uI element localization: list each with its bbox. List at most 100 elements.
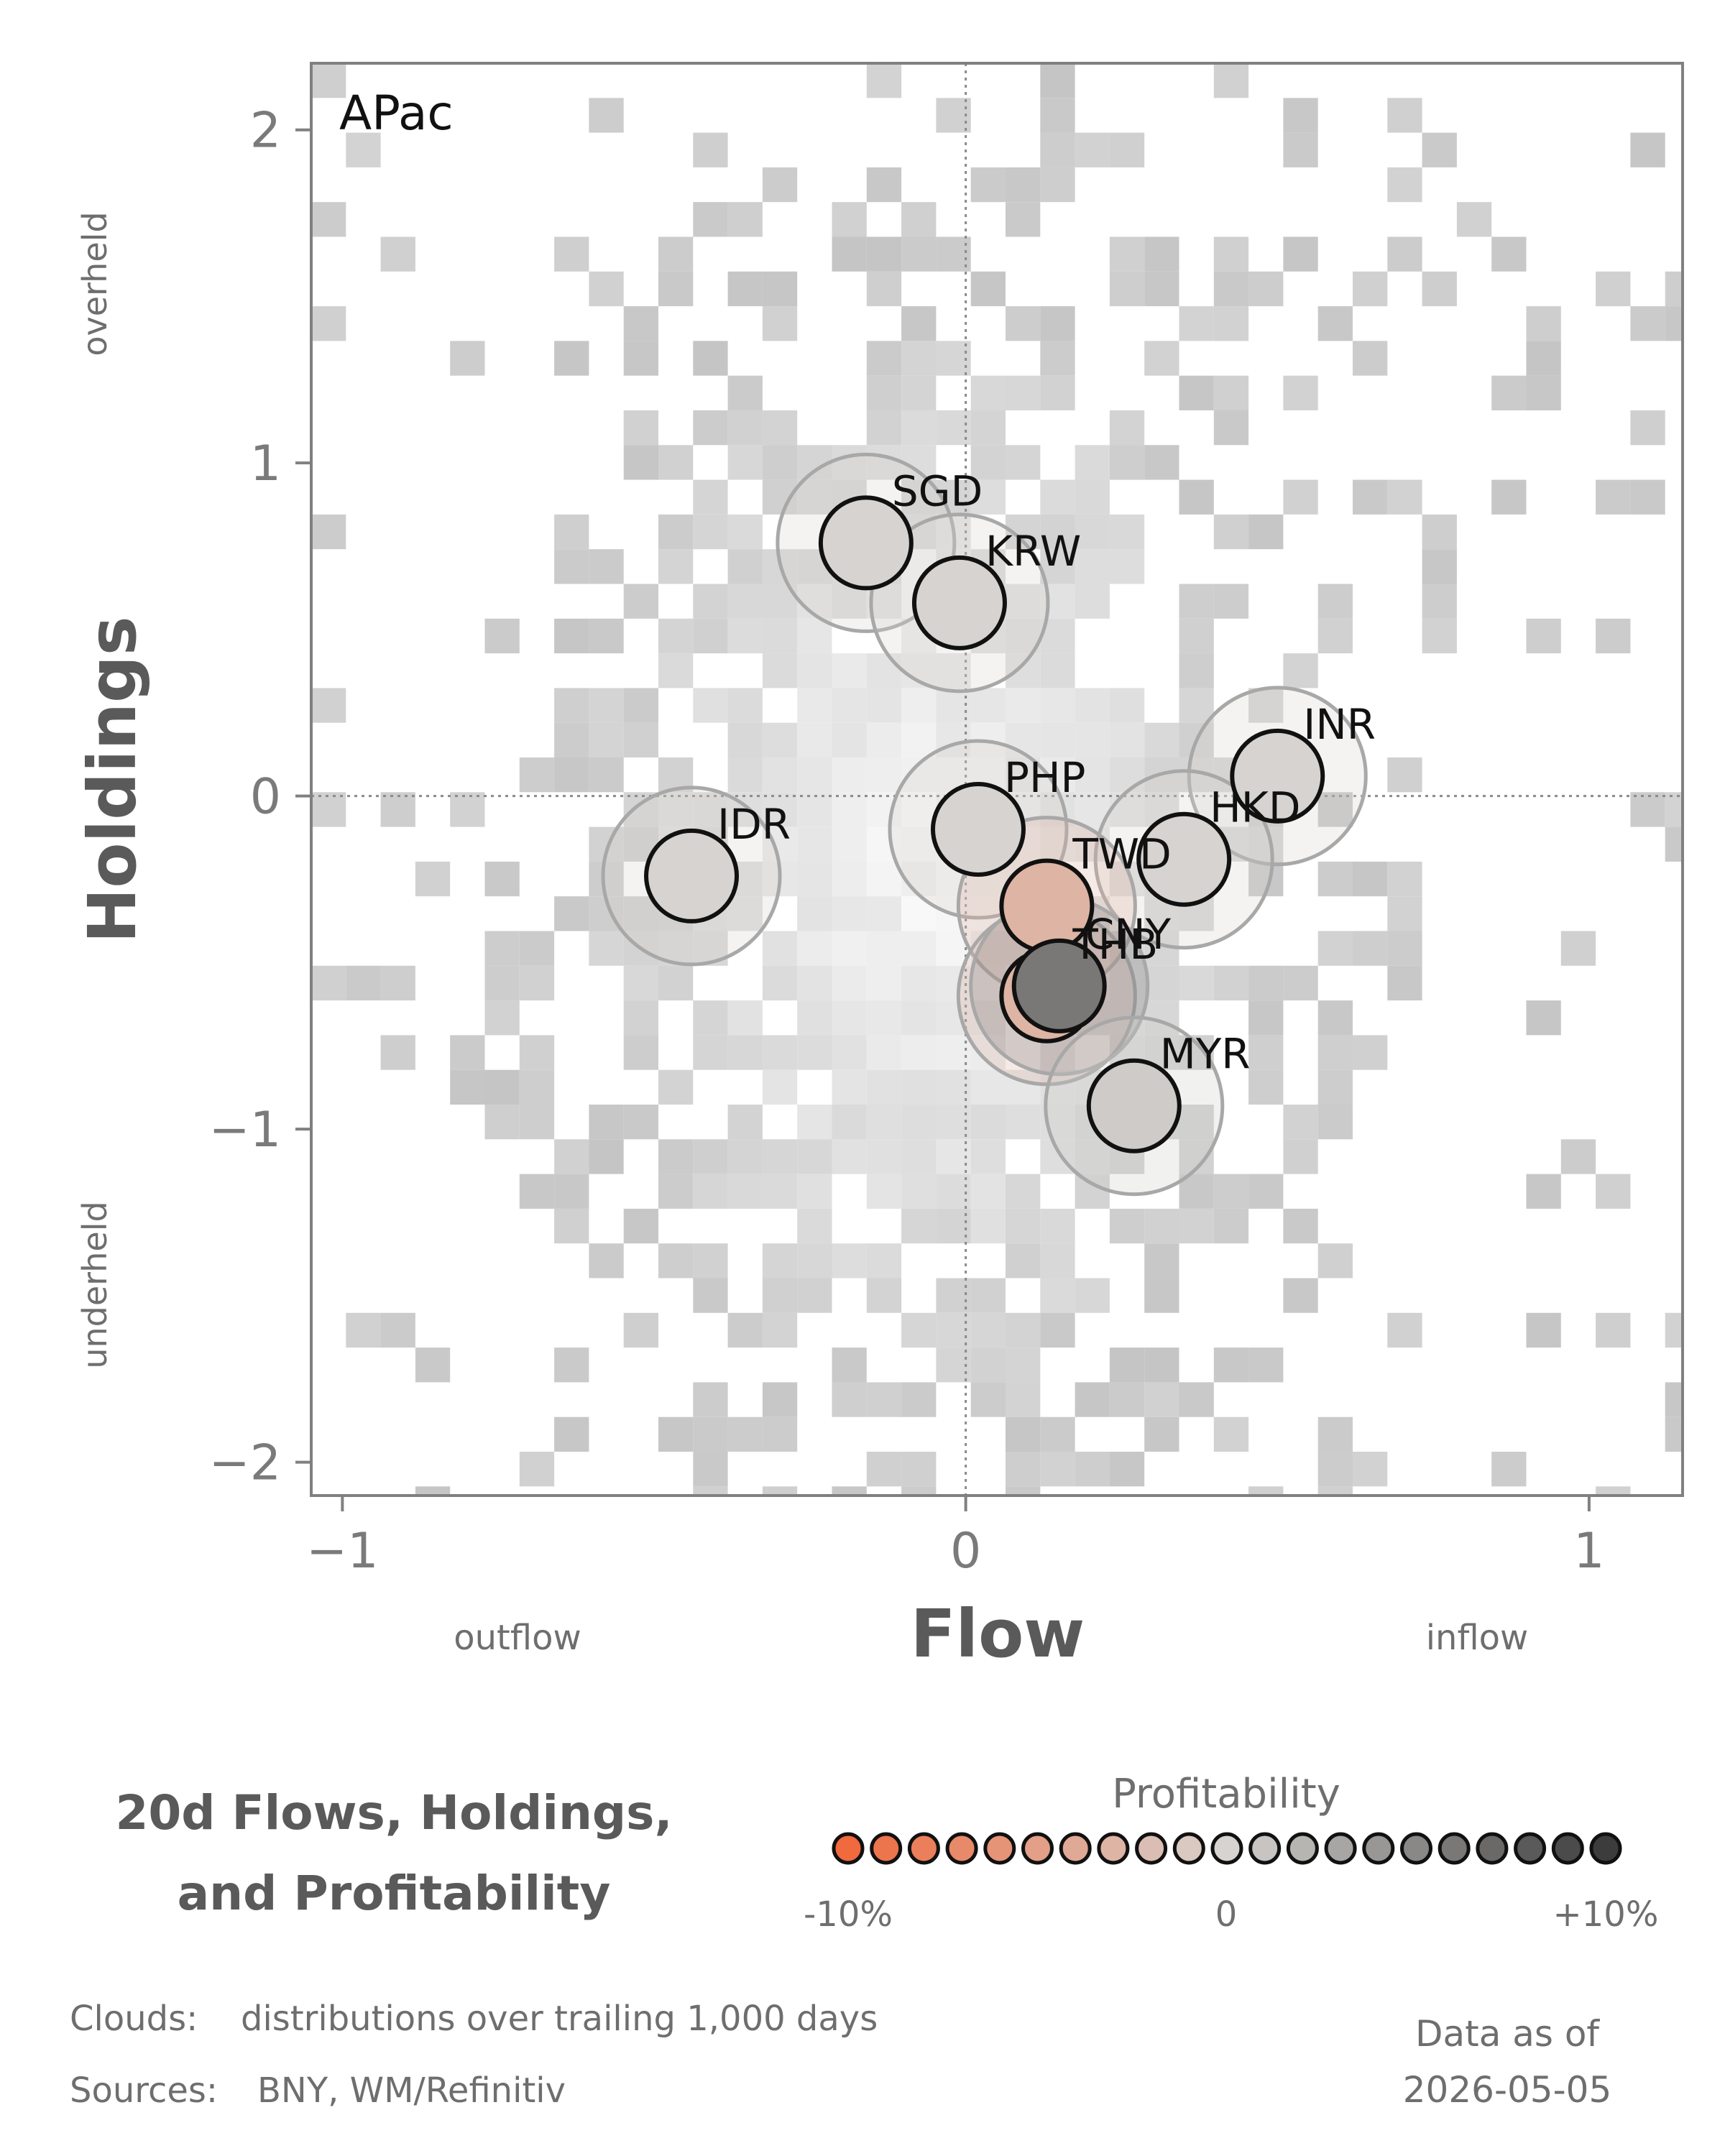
heatmap-cell — [797, 896, 832, 931]
heatmap-cell — [554, 618, 589, 654]
heatmap-cell — [970, 1174, 1006, 1209]
heatmap-cell — [1283, 479, 1318, 515]
heatmap-cell — [1075, 826, 1110, 862]
heatmap-cell — [1422, 132, 1457, 167]
heatmap-cell — [1040, 167, 1075, 203]
heatmap-cell — [1109, 236, 1145, 272]
heatmap-cell — [866, 341, 902, 376]
heatmap-cell — [1387, 479, 1422, 515]
heatmap-cell — [1006, 1105, 1041, 1140]
point-sgd — [818, 495, 914, 591]
heatmap-cell — [1213, 965, 1249, 1001]
heatmap-cell — [1075, 549, 1110, 584]
heatmap-cell — [866, 1069, 902, 1105]
heatmap-cell — [832, 688, 867, 723]
heatmap-cell — [1144, 1382, 1179, 1417]
x-annotation-left: outflow — [454, 1618, 581, 1658]
clouds-note-text: distributions over trailing 1,000 days — [241, 1999, 878, 2039]
heatmap-cell — [1387, 931, 1422, 966]
heatmap-cell — [1109, 1382, 1145, 1417]
heatmap-cell — [1596, 271, 1631, 307]
x-tick-label: 0 — [950, 1523, 981, 1580]
heatmap-cell — [484, 965, 520, 1001]
heatmap-cell — [1213, 63, 1249, 98]
heatmap-cell — [658, 236, 694, 272]
heatmap-cell — [1075, 1278, 1110, 1313]
heatmap-cell — [1213, 1416, 1249, 1452]
heatmap-cell — [658, 618, 694, 654]
heatmap-cell — [450, 1035, 485, 1070]
heatmap-cell — [1353, 341, 1388, 376]
heatmap-cell — [1596, 618, 1631, 654]
heatmap-cell — [797, 1243, 832, 1279]
heatmap-cell — [727, 1416, 763, 1452]
heatmap-cell — [658, 653, 694, 688]
heatmap-cell — [1006, 584, 1041, 619]
colorbar-max-label: +10% — [1553, 1894, 1659, 1935]
heatmap-cell — [693, 1452, 728, 1487]
heatmap-cell — [727, 1000, 763, 1036]
colorbar-swatch — [832, 1832, 865, 1865]
heatmap-cell — [1630, 306, 1665, 341]
heatmap-cell — [1040, 132, 1075, 167]
heatmap-cell — [311, 965, 346, 1001]
colorbar-swatch — [1400, 1832, 1432, 1865]
heatmap-cell — [1040, 653, 1075, 688]
heatmap-cell — [415, 1486, 451, 1496]
heatmap-cell — [1006, 1243, 1041, 1279]
heatmap-cell — [797, 861, 832, 897]
heatmap-cell — [1144, 445, 1179, 480]
point-label-hkd: HKD — [1210, 783, 1300, 832]
heatmap-cell — [1283, 98, 1318, 133]
heatmap-cell — [1040, 1416, 1075, 1452]
heatmap-cell — [901, 1139, 937, 1174]
heatmap-cell — [1283, 236, 1318, 272]
heatmap-cell — [1248, 514, 1284, 550]
heatmap-cell — [1422, 618, 1457, 654]
heatmap-cell — [866, 861, 902, 897]
heatmap-cell — [1387, 167, 1422, 203]
heatmap-cell — [727, 1174, 763, 1209]
heatmap-cell — [693, 202, 728, 237]
heatmap-cell — [1422, 271, 1457, 307]
heatmap-cell — [970, 1278, 1006, 1313]
heatmap-cell — [901, 1486, 937, 1496]
heatmap-cell — [1040, 1278, 1075, 1313]
heatmap-cell — [1283, 1139, 1318, 1174]
y-annotation-top: overheld — [75, 211, 114, 356]
heatmap-cell — [797, 965, 832, 1001]
heatmap-cell — [797, 931, 832, 966]
heatmap-cell — [415, 861, 451, 897]
heatmap-cell — [311, 514, 346, 550]
heatmap-cell — [1317, 792, 1353, 827]
heatmap-cell — [1006, 1174, 1041, 1209]
heatmap-cell — [554, 896, 589, 931]
heatmap-cell — [832, 445, 867, 480]
heatmap-cell — [970, 1382, 1006, 1417]
heatmap-cell — [866, 271, 902, 307]
heatmap-cell — [832, 861, 867, 897]
heatmap-cell — [797, 1105, 832, 1140]
heatmap-cell — [519, 1174, 555, 1209]
heatmap-cell — [832, 931, 867, 966]
heatmap-cell — [970, 1312, 1006, 1348]
heatmap-cell — [797, 722, 832, 757]
heatmap-cell — [346, 132, 381, 167]
heatmap-cell — [901, 1208, 937, 1244]
heatmap-cell — [693, 1000, 728, 1036]
heatmap-cell — [866, 445, 902, 480]
heatmap-cell — [1109, 722, 1145, 757]
heatmap-cell — [1179, 653, 1214, 688]
heatmap-cell — [623, 306, 658, 341]
heatmap-cell — [866, 1035, 902, 1070]
heatmap-cell — [1075, 1452, 1110, 1487]
heatmap-cell — [1353, 861, 1388, 897]
heatmap-cell — [1422, 549, 1457, 584]
heatmap-cell — [762, 1243, 798, 1279]
heatmap-cell — [866, 688, 902, 723]
heatmap-cell — [970, 167, 1006, 203]
heatmap-cell — [901, 1035, 937, 1070]
heatmap-cell — [762, 757, 798, 793]
heatmap-cell — [1353, 271, 1388, 307]
legend-title-line1: 20d Flows, Holdings, — [115, 1785, 672, 1841]
